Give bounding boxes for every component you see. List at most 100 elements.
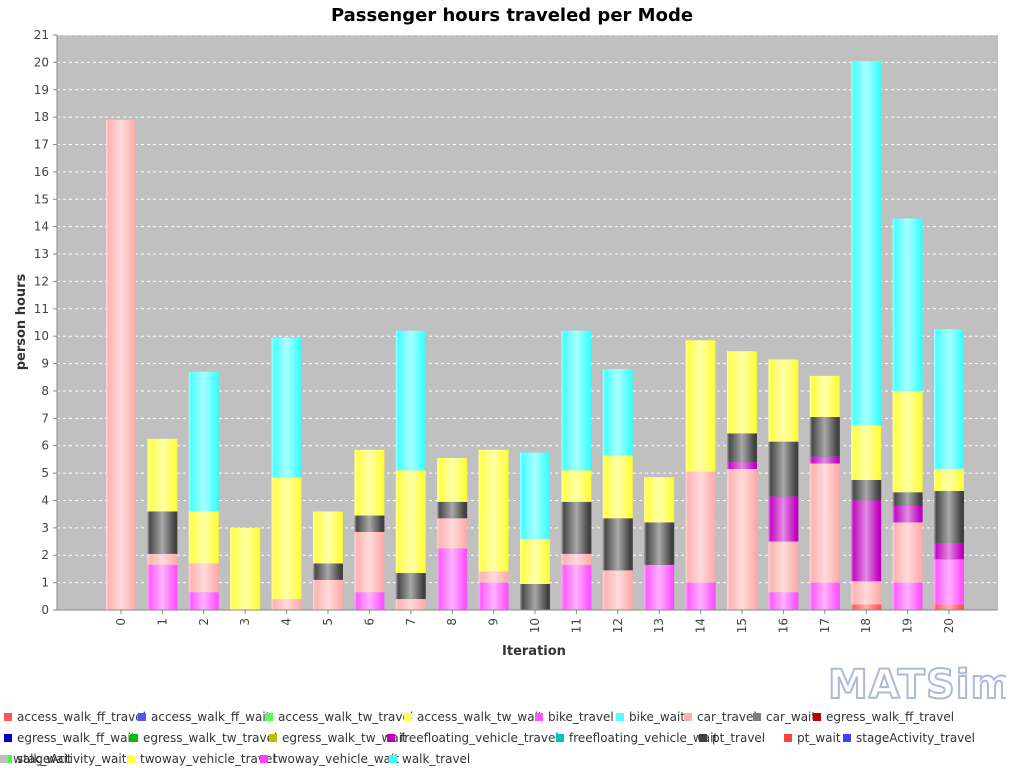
legend-swatch [404, 713, 412, 721]
bar-shading [437, 458, 468, 502]
bar-shading [809, 582, 840, 610]
bar-shading [395, 573, 426, 600]
legend-label: pt_travel [712, 731, 766, 745]
legend-swatch [130, 734, 138, 742]
bar-shading [478, 582, 509, 610]
bar-shading [727, 433, 757, 463]
legend-swatch [138, 713, 146, 721]
bar-shading [520, 538, 550, 584]
legend-label: stageActivity_travel [856, 731, 975, 745]
x-tick-label: 11 [569, 618, 583, 633]
legend-item-egress_walk_ff_travel: egress_walk_ff_travel [813, 710, 954, 724]
legend-swatch [269, 734, 277, 742]
bar-shading [271, 599, 302, 610]
bar-shading [271, 337, 302, 478]
legend-label: pt_wait [797, 731, 841, 745]
bar-shading [354, 531, 385, 593]
logo-text: MATSim [828, 662, 1006, 706]
bar-shading [561, 553, 592, 565]
x-tick-label: 20 [942, 618, 956, 633]
legend-swatch [699, 734, 707, 742]
legend-swatch [127, 755, 135, 763]
bar-shading [892, 492, 923, 506]
y-tick-label: 11 [34, 302, 49, 316]
y-tick-label: 20 [34, 55, 49, 69]
x-tick-label: 1 [155, 618, 169, 626]
legend-swatch [556, 734, 564, 742]
bar-shading [437, 501, 468, 519]
legend-label: car_travel [697, 710, 757, 724]
bar-shading [520, 583, 550, 610]
x-tick-label: 19 [901, 618, 915, 633]
bar-shading [520, 452, 550, 539]
bar-shading [313, 563, 343, 580]
legend-swatch [4, 755, 12, 763]
y-tick-label: 10 [34, 329, 49, 343]
bar-shading [809, 456, 840, 464]
bar-shading [934, 329, 964, 469]
legend-swatch [265, 713, 273, 721]
legend-item-car_travel: car_travel [684, 710, 757, 724]
bar-shading [147, 564, 178, 610]
legend-label: egress_walk_tw_wait [282, 731, 407, 745]
x-tick-label: 13 [652, 618, 666, 633]
bar-shading [851, 604, 882, 610]
y-tick-label: 7 [41, 411, 49, 425]
x-tick-label: 12 [611, 618, 625, 633]
legend-label: walk_travel [402, 752, 471, 766]
legend-label: freefloating_vehicle_wait [569, 731, 719, 745]
bars [106, 61, 964, 610]
legend-item-egress_walk_ff_wait: egress_walk_ff_wait [4, 731, 135, 745]
bar-shading [602, 570, 633, 610]
bar-shading [892, 218, 923, 391]
y-tick-label: 17 [34, 138, 49, 152]
legend-item-bike_wait: bike_wait [616, 710, 685, 724]
legend-swatch [784, 734, 792, 742]
bar-shading [561, 470, 592, 502]
x-tick-label: 15 [735, 618, 749, 633]
y-tick-label: 19 [34, 83, 49, 97]
legend-item-pt_wait: pt_wait [784, 731, 841, 745]
bar-shading [809, 375, 840, 417]
bar-shading [644, 564, 675, 610]
legend-swatch [535, 713, 543, 721]
bar-shading [437, 518, 468, 549]
legend-item-access_walk_tw_travel: access_walk_tw_travel [265, 710, 413, 724]
legend-label: bike_travel [548, 710, 614, 724]
bar-shading [313, 579, 343, 610]
x-tick-label: 10 [528, 618, 542, 633]
legend-item-stageActivity_wait: stageActivity_wait [4, 752, 126, 766]
legend-swatch [260, 755, 268, 763]
legend-swatch [389, 755, 397, 763]
legend-item-egress_walk_tw_wait: egress_walk_tw_wait [269, 731, 407, 745]
bar-shading [561, 330, 592, 471]
legend-label: access_walk_tw_wait [417, 710, 543, 724]
legend-label: car_wait [766, 710, 817, 724]
y-tick-label: 13 [34, 247, 49, 261]
legend-label: access_walk_tw_travel [278, 710, 414, 724]
legend-label: bike_wait [629, 710, 686, 724]
bar-shading [188, 592, 219, 610]
legend-label: egress_walk_ff_travel [826, 710, 955, 724]
bar-shading [934, 490, 964, 543]
legend-item-walk_wait: walk_wait [0, 752, 72, 766]
legend-item-egress_walk_tw_travel: egress_walk_tw_travel [130, 731, 277, 745]
y-tick-label: 0 [41, 603, 49, 617]
y-tick-label: 15 [34, 192, 49, 206]
bar-shading [851, 500, 882, 582]
bar-shading [147, 438, 178, 512]
bar-shading [851, 479, 882, 501]
y-tick-label: 21 [34, 28, 49, 42]
bar-shading [602, 455, 633, 519]
y-tick-label: 4 [41, 493, 49, 507]
legend-swatch [4, 734, 12, 742]
legend-label: access_walk_ff_wait [151, 710, 271, 724]
x-tick-label: 16 [776, 618, 790, 633]
legend-item-access_walk_ff_wait: access_walk_ff_wait [138, 710, 270, 724]
legend-item-freefloating_vehicle_travel: freefloating_vehicle_travel [387, 731, 559, 745]
legend-item-twoway_vehicle_wait: twoway_vehicle_wait [260, 752, 399, 766]
bar-shading [395, 330, 426, 471]
x-tick-label: 9 [487, 618, 501, 626]
bar-shading [313, 511, 343, 564]
bar-shading [395, 470, 426, 574]
